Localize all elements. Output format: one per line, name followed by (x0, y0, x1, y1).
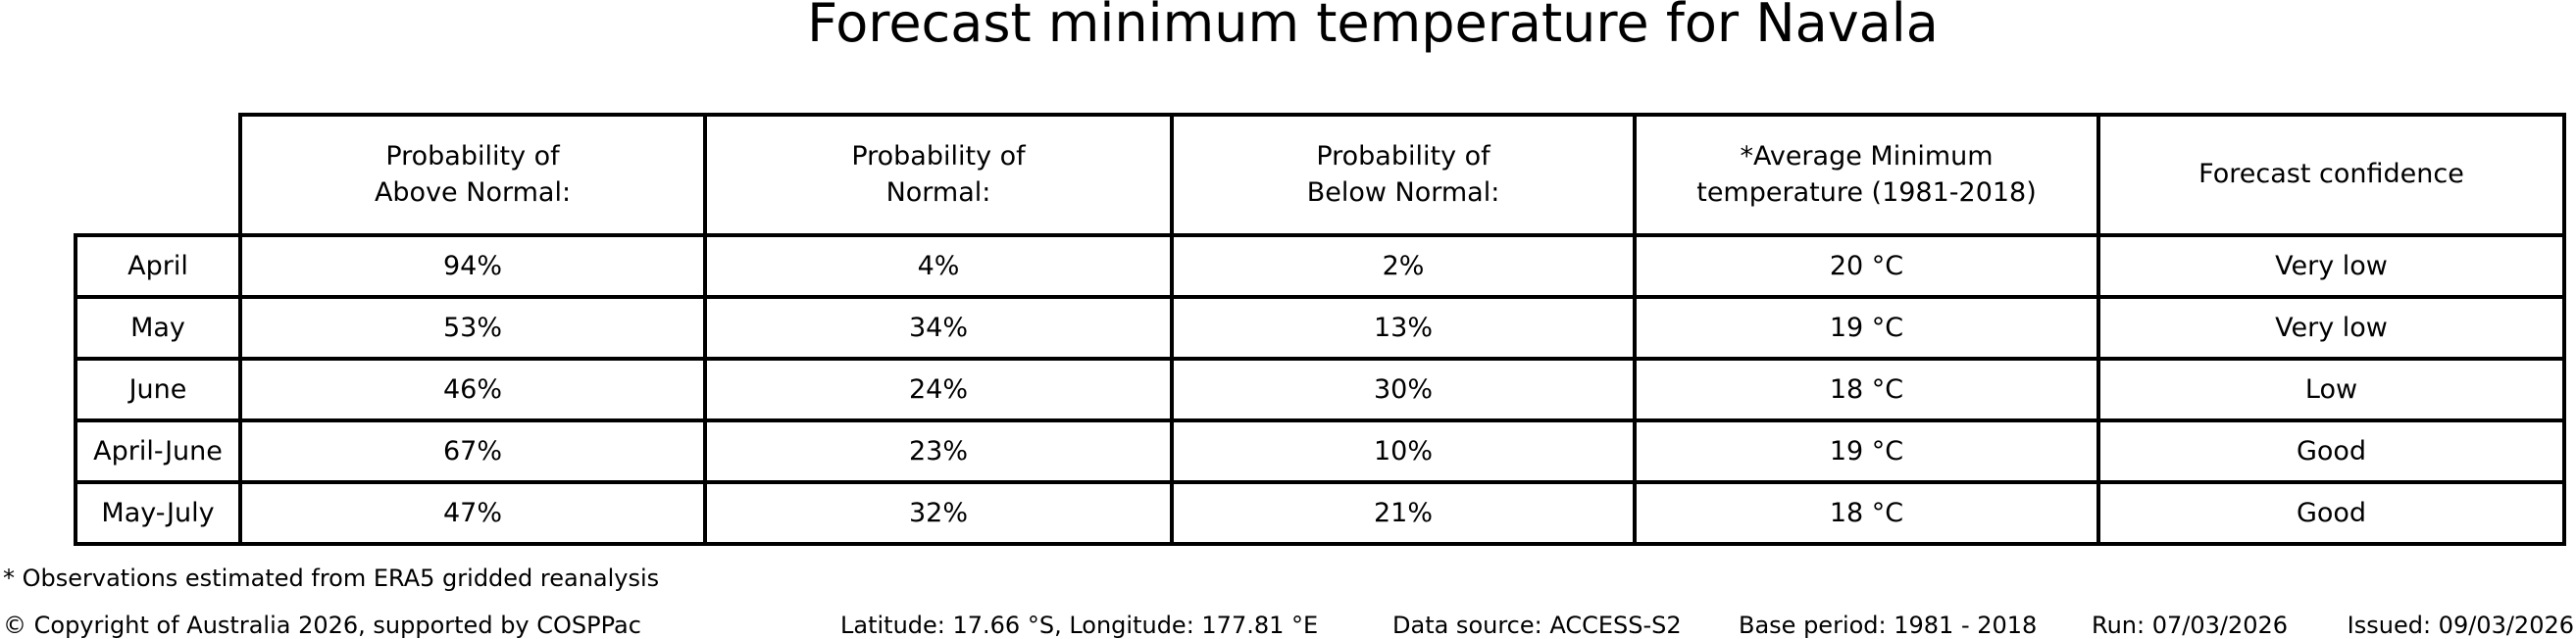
copyright-text: © Copyright of Australia 2026, supported… (3, 612, 641, 639)
page-title: Forecast minimum temperature for Navala (807, 0, 1939, 54)
table-row-june: June 46% 24% 30% 18 °C Low (74, 357, 2566, 422)
value-forecast-confidence: Very low (2096, 295, 2566, 361)
header-average-min-temp: *Average Minimum temperature (1981-2018) (1633, 113, 2100, 237)
value-below-normal: 10% (1170, 418, 1637, 484)
header-row: Probability of Above Normal: Probability… (76, 113, 2566, 237)
value-below-normal: 30% (1170, 357, 1637, 422)
month-label: April-June (74, 418, 242, 484)
table-row-may-july: May-July 47% 32% 21% 18 °C Good (74, 480, 2566, 546)
value-above-normal: 67% (238, 418, 707, 484)
corner-cell (76, 115, 240, 235)
month-label: May (74, 295, 242, 361)
value-forecast-confidence: Good (2096, 480, 2566, 546)
value-above-normal: 46% (238, 357, 707, 422)
value-average-min-temp: 19 °C (1633, 418, 2100, 484)
value-below-normal: 13% (1170, 295, 1637, 361)
value-below-normal: 2% (1170, 233, 1637, 299)
month-label: April (74, 233, 242, 299)
header-normal: Probability of Normal: (703, 113, 1174, 237)
data-source-text: Data source: ACCESS-S2 (1392, 612, 1682, 639)
observations-footnote: * Observations estimated from ERA5 gridd… (3, 565, 660, 592)
value-average-min-temp: 18 °C (1633, 480, 2100, 546)
value-average-min-temp: 19 °C (1633, 295, 2100, 361)
table-row-april-june: April-June 67% 23% 10% 19 °C Good (74, 418, 2566, 484)
header-forecast-confidence: Forecast confidence (2096, 113, 2566, 237)
value-forecast-confidence: Very low (2096, 233, 2566, 299)
month-label: June (74, 357, 242, 422)
value-normal: 32% (703, 480, 1174, 546)
value-normal: 23% (703, 418, 1174, 484)
base-period-text: Base period: 1981 - 2018 (1739, 612, 2038, 639)
table-row-april: April 94% 4% 2% 20 °C Very low (74, 233, 2566, 299)
value-above-normal: 53% (238, 295, 707, 361)
forecast-table: Probability of Above Normal: Probability… (74, 113, 2566, 546)
value-above-normal: 94% (238, 233, 707, 299)
value-normal: 4% (703, 233, 1174, 299)
issued-date-text: Issued: 09/03/2026 (2347, 612, 2574, 639)
month-label: May-July (74, 480, 242, 546)
table-row-may: May 53% 34% 13% 19 °C Very low (74, 295, 2566, 361)
value-average-min-temp: 18 °C (1633, 357, 2100, 422)
run-date-text: Run: 07/03/2026 (2092, 612, 2289, 639)
value-forecast-confidence: Good (2096, 418, 2566, 484)
value-normal: 34% (703, 295, 1174, 361)
value-below-normal: 21% (1170, 480, 1637, 546)
value-forecast-confidence: Low (2096, 357, 2566, 422)
value-above-normal: 47% (238, 480, 707, 546)
header-below-normal: Probability of Below Normal: (1170, 113, 1637, 237)
header-above-normal: Probability of Above Normal: (238, 113, 707, 237)
footer: © Copyright of Australia 2026, supported… (0, 612, 2576, 639)
value-normal: 24% (703, 357, 1174, 422)
value-average-min-temp: 20 °C (1633, 233, 2100, 299)
coordinates-text: Latitude: 17.66 °S, Longitude: 177.81 °E (840, 612, 1319, 639)
